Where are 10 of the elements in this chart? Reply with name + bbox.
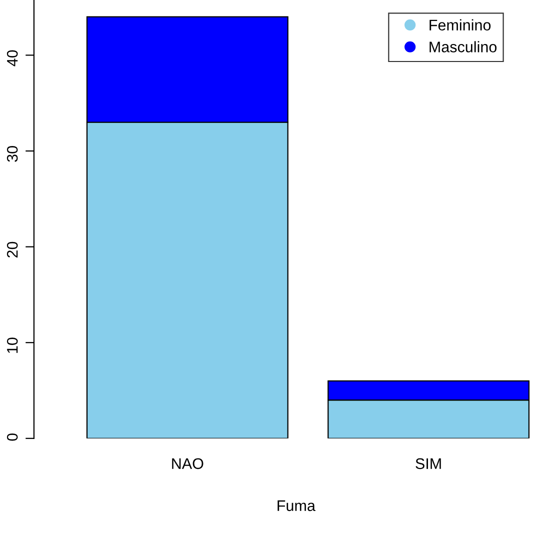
x-axis-title: Fuma bbox=[278, 500, 316, 512]
x-tick-label: SIM bbox=[416, 458, 441, 470]
legend-label: Masculino bbox=[430, 41, 497, 52]
y-tick-label: 0 bbox=[6, 433, 18, 441]
y-tick-label: 10 bbox=[6, 338, 18, 353]
y-tick-label: 20 bbox=[6, 242, 18, 258]
y-tick-label: 40 bbox=[6, 50, 18, 66]
y-tick-label: 30 bbox=[6, 146, 18, 162]
x-tick-label: NAO bbox=[172, 458, 204, 470]
legend-label: Feminino bbox=[430, 19, 491, 30]
